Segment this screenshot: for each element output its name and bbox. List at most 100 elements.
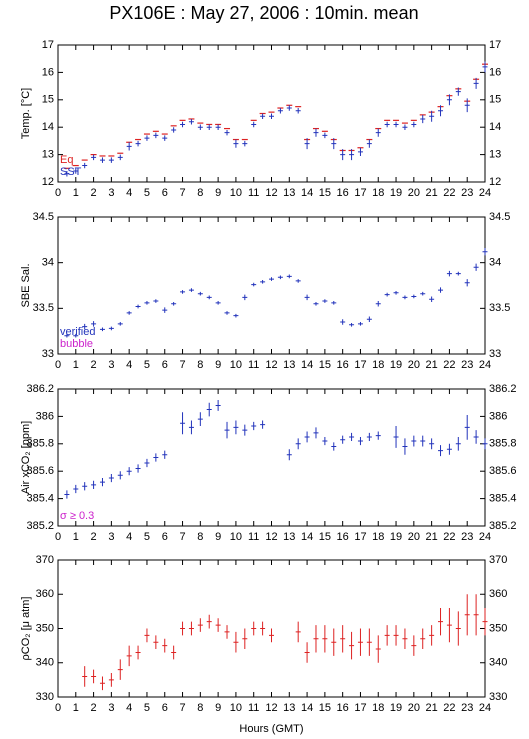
error-bar-point <box>429 438 435 450</box>
error-bar-point <box>171 301 177 306</box>
error-bar-point <box>340 435 346 444</box>
x-tick-label: 1 <box>73 702 79 714</box>
x-tick-label: 12 <box>265 359 277 371</box>
y-tick-label: 34.5 <box>33 211 54 223</box>
error-bar-point <box>171 645 177 660</box>
y-tick-label: 360 <box>36 588 54 600</box>
error-bar-point <box>411 121 417 128</box>
error-bar-point <box>438 287 444 293</box>
x-tick-label: 8 <box>197 359 203 371</box>
error-bar-point <box>188 288 194 292</box>
error-bar-point <box>251 421 257 431</box>
y-tick-label-right: 15 <box>489 94 501 106</box>
error-bar-point <box>295 108 301 114</box>
y-tick-label: 385.4 <box>26 493 54 505</box>
y-tick-label-right: 386 <box>489 410 507 422</box>
error-bar-point <box>99 478 105 487</box>
error-bar-point <box>233 420 239 435</box>
plot-frame <box>57 216 486 355</box>
plot-frame <box>57 388 486 527</box>
x-tick-label: 20 <box>408 187 420 199</box>
error-bar-point <box>144 458 150 468</box>
chart-title: PX106E : May 27, 2006 : 10min. mean <box>109 3 418 23</box>
x-tick-label: 18 <box>372 702 384 714</box>
error-bar-point <box>402 628 408 650</box>
x-tick-label: 8 <box>197 531 203 543</box>
y-tick-label: 385.6 <box>26 465 54 477</box>
error-bar-point <box>295 438 301 450</box>
x-tick-label: 5 <box>144 359 150 371</box>
error-bar-point <box>269 113 274 119</box>
error-bar-point <box>126 142 132 151</box>
error-bar-point <box>215 301 221 305</box>
error-bar-point <box>464 279 470 287</box>
error-bar-point <box>286 449 292 461</box>
x-tick-label: 24 <box>479 359 491 371</box>
error-bar-point <box>91 321 97 327</box>
error-bar-point <box>482 61 488 73</box>
error-bar-point <box>446 607 452 643</box>
error-bar-point <box>384 121 390 128</box>
error-bar-point <box>197 412 203 426</box>
error-bar-point <box>393 121 399 128</box>
error-bar-point <box>277 275 283 280</box>
error-bar-point <box>455 87 461 96</box>
error-bar-point <box>357 322 363 326</box>
error-bar-point <box>304 431 310 443</box>
y-tick-label-right: 13 <box>489 149 501 161</box>
x-tick-label: 10 <box>230 359 242 371</box>
error-bar-point <box>393 625 399 646</box>
error-bar-point <box>269 628 274 643</box>
x-tick-label: 22 <box>443 359 455 371</box>
x-tick-label: 23 <box>461 187 473 199</box>
error-bar-point <box>197 124 203 130</box>
x-tick-label: 21 <box>426 187 438 199</box>
legend-label: verified <box>60 326 95 338</box>
x-tick-label: 14 <box>301 359 313 371</box>
error-bar-point <box>349 631 355 660</box>
x-tick-label: 7 <box>179 702 185 714</box>
y-axis-label: ρCO₂ [μ atm] <box>20 597 32 661</box>
x-tick-label: 20 <box>408 531 420 543</box>
x-tick-label: 15 <box>319 187 331 199</box>
x-tick-label: 19 <box>390 359 402 371</box>
x-tick-label: 15 <box>319 702 331 714</box>
error-bar-point <box>304 642 310 663</box>
error-bar-point <box>349 432 355 442</box>
error-bar-point <box>295 279 301 283</box>
y-tick-label: 330 <box>36 691 54 703</box>
error-bar-point <box>411 435 417 447</box>
error-bar-point <box>357 436 363 446</box>
y-tick-label-right: 14 <box>489 121 501 133</box>
error-bar-point <box>64 333 70 338</box>
x-tick-label: 7 <box>179 187 185 199</box>
x-tick-label: 21 <box>426 702 438 714</box>
x-tick-label: 19 <box>390 702 402 714</box>
error-bar-point <box>117 322 123 326</box>
error-bar-point <box>188 420 194 435</box>
error-bar-point <box>322 625 328 653</box>
error-bar-point <box>233 139 239 148</box>
error-bar-point <box>162 135 168 141</box>
error-bar-point <box>473 263 479 271</box>
error-bar-point <box>135 645 141 660</box>
x-tick-label: 4 <box>126 359 132 371</box>
error-bar-point <box>99 327 105 332</box>
error-bar-point <box>82 162 88 169</box>
error-bar-point <box>251 121 257 128</box>
error-bar-point <box>402 124 408 130</box>
error-bar-point <box>251 282 257 287</box>
error-bar-point <box>206 402 212 417</box>
x-tick-label: 21 <box>426 359 438 371</box>
x-tick-label: 0 <box>55 531 61 543</box>
error-bar-point <box>117 154 123 161</box>
error-bar-point <box>384 292 390 297</box>
error-bar-point <box>402 295 408 300</box>
x-tick-label: 9 <box>215 702 221 714</box>
error-bar-point <box>482 248 488 256</box>
error-bar-point <box>304 294 310 301</box>
x-axis-label: Hours (GMT) <box>239 723 303 735</box>
error-bar-point <box>304 138 310 150</box>
error-bar-point <box>340 625 346 653</box>
y-tick-label: 13 <box>42 149 54 161</box>
